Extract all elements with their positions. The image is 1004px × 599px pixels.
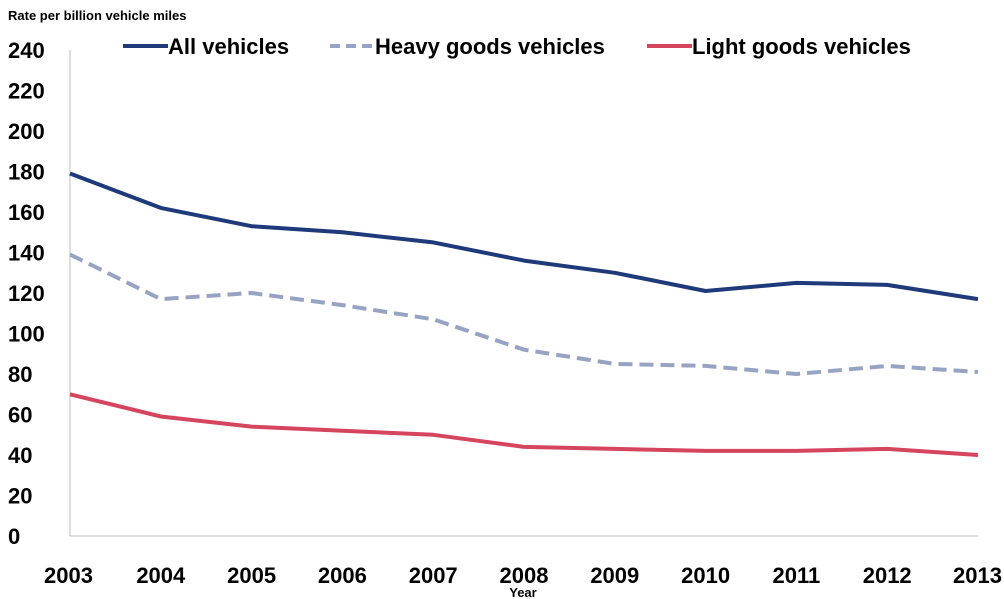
legend-label-0: All vehicles	[168, 34, 289, 59]
legend: All vehicles Heavy goods vehicles Light go…	[123, 34, 911, 59]
y-tick-label: 20	[8, 484, 32, 509]
legend-label-1: Heavy goods vehicles	[375, 34, 605, 59]
y-tick-label: 80	[8, 362, 32, 387]
x-tick-label: 2013	[953, 563, 1002, 588]
series-line-0	[69, 171, 979, 302]
x-tick-label: 2012	[863, 563, 912, 588]
x-tick-label: 2003	[44, 563, 93, 588]
y-tick-labels: 0 20 40 60 80 100 120 140 160 180 200 220 240	[8, 38, 45, 549]
y-tick-label: 220	[8, 79, 45, 104]
x-tick-label: 2009	[590, 563, 639, 588]
y-tick-label: 120	[8, 281, 45, 306]
axes	[69, 50, 978, 537]
x-tick-label: 2008	[500, 563, 549, 588]
x-axis-label: Year	[509, 585, 536, 599]
y-tick-label: 180	[8, 160, 45, 185]
x-tick-label: 2010	[681, 563, 730, 588]
y-tick-label: 100	[8, 322, 45, 347]
y-tick-label: 60	[8, 403, 32, 428]
y-tick-label: 160	[8, 200, 45, 225]
x-tick-labels: 2003 2004 2005 2006 2007 2008 2009 2010 2011 2012…	[44, 563, 1002, 588]
series-line-1	[69, 252, 979, 376]
legend-label-2: Light goods vehicles	[692, 34, 911, 59]
y-axis-label: Rate per billion vehicle miles	[8, 8, 186, 23]
x-tick-label: 2004	[136, 563, 186, 588]
y-tick-label: 200	[8, 119, 45, 144]
series-line-2	[69, 392, 979, 457]
x-tick-label: 2005	[227, 563, 276, 588]
y-tick-label: 240	[8, 38, 45, 63]
series-lines	[69, 171, 979, 457]
y-tick-label: 40	[8, 443, 32, 468]
x-tick-label: 2006	[318, 563, 367, 588]
x-tick-label: 2007	[409, 563, 458, 588]
x-tick-label: 2011	[773, 563, 821, 588]
y-tick-label: 140	[8, 241, 45, 266]
y-tick-label: 0	[8, 524, 20, 549]
